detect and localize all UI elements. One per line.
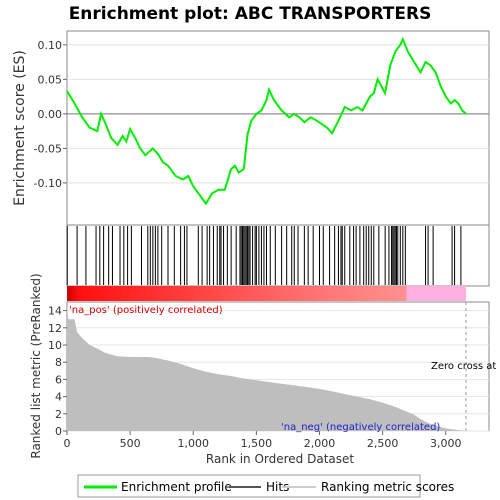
negative-correlation-label: 'na_neg' (negatively correlated) [281,422,440,433]
metric-y-tick-label: 10 [48,339,62,352]
metric-x-tick-label: 3,000 [430,437,462,450]
legend: Enrichment profile Hits Ranking metric s… [77,474,454,498]
legend-hits-label: Hits [266,480,289,494]
es-y-tick-label: -0.10 [34,177,62,190]
es-y-axis-label: Enrichment score (ES) [12,50,28,206]
positive-correlation-label: 'na_pos' (positively correlated) [69,305,223,316]
legend-metric-label: Ranking metric scores [321,480,454,494]
enrichment-profile-line [66,36,467,206]
metric-x-tick-label: 500 [120,437,141,450]
es-panel-frame [66,30,490,226]
color-bar-fill [67,286,466,301]
metric-y-axis-ticks: 0 2 4 6 8 10 12 14 [48,305,67,438]
metric-y-tick-label: 0 [55,425,62,438]
es-y-tick-label: 0.05 [38,73,63,86]
hits-track [66,226,462,285]
metric-x-tick-label: 1,500 [241,437,273,450]
metric-y-tick-label: 6 [55,373,62,386]
metric-x-tick-label: 1,000 [178,437,210,450]
es-y-tick-label: 0.00 [38,108,63,121]
es-y-tick-label: -0.05 [34,142,62,155]
metric-x-axis-ticks: 0 500 1,000 1,500 2,000 2,500 3,000 [64,431,462,450]
metric-y-tick-label: 12 [48,322,62,335]
metric-y-tick-label: 2 [55,408,62,421]
metric-x-axis-label: Rank in Ordered Dataset [206,452,354,466]
ranked-metric-area [67,306,466,431]
ranking-color-bar [67,286,466,301]
metric-x-tick-label: 0 [64,437,71,450]
es-y-axis-ticks: -0.10 -0.05 0.00 0.05 0.10 [34,39,67,190]
metric-y-tick-label: 8 [55,356,62,369]
metric-y-tick-label: 4 [55,391,62,404]
es-grid [67,44,489,184]
legend-profile-label: Enrichment profile [121,480,232,494]
chart-title: Enrichment plot: ABC TRANSPORTERS [69,4,432,24]
metric-y-tick-label: 14 [48,305,62,318]
metric-x-tick-label: 2,000 [304,437,336,450]
zero-cross-label: Zero cross at 3 [431,361,500,372]
metric-x-tick-label: 2,500 [367,437,399,450]
hits-panel-frame [66,224,490,287]
es-y-tick-label: 0.10 [38,39,63,52]
metric-y-axis-label: Ranked list metric (PreRanked) [29,273,43,458]
